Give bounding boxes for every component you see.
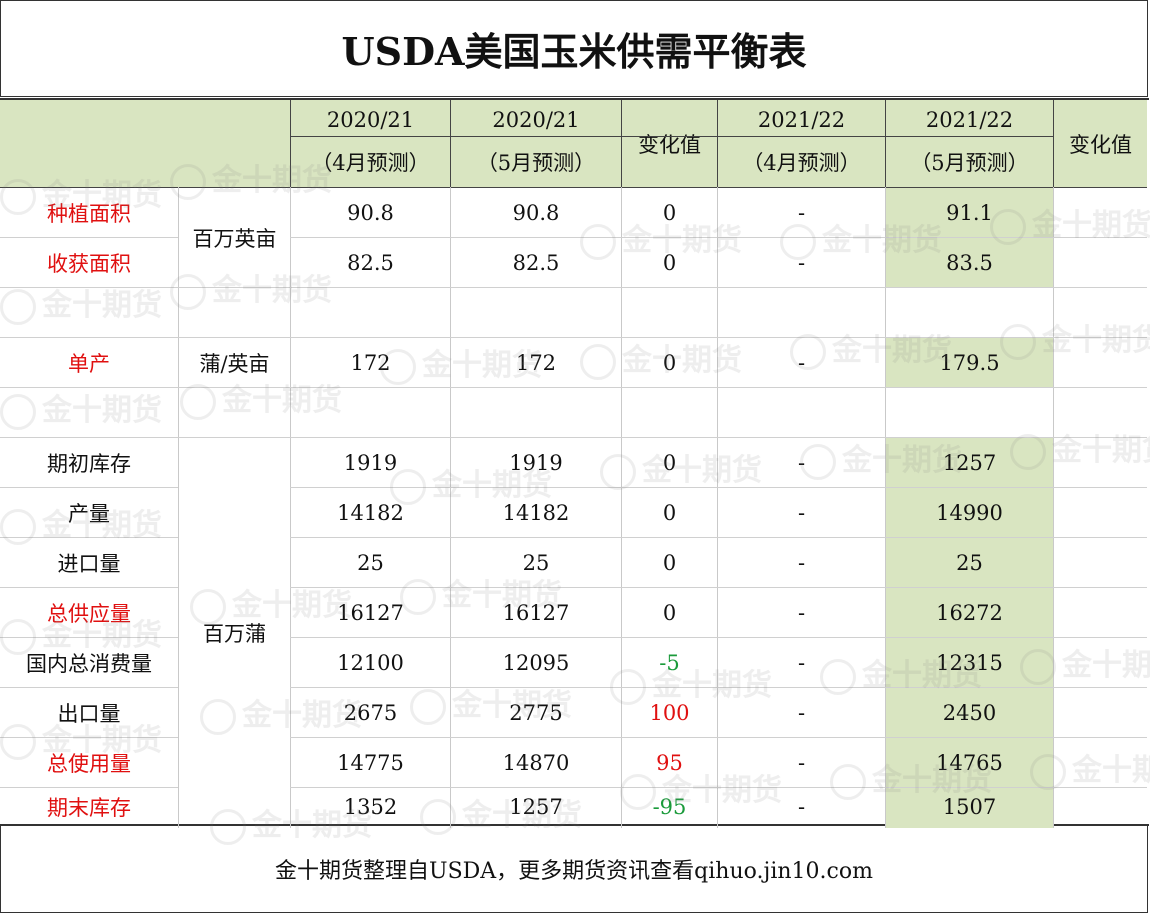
header-col5-year: 2021/22 <box>925 108 1014 132</box>
row-label-imports: 进口量 <box>57 551 121 576</box>
table-cell: 172 <box>350 350 391 375</box>
change-cell: 0 <box>662 550 677 575</box>
table-cell: - <box>797 650 806 675</box>
table-cell: - <box>797 250 806 275</box>
change-cell: -95 <box>652 795 687 819</box>
header-change-2: 变化值 <box>1069 133 1132 157</box>
table-cell: 91.1 <box>946 200 993 225</box>
table-cell: 25 <box>522 550 550 575</box>
table-cell: - <box>797 600 806 625</box>
table-cell: - <box>797 700 806 725</box>
header-col2-year: 2020/21 <box>492 108 580 132</box>
table-cell: - <box>797 500 806 525</box>
header-row <box>0 100 1147 187</box>
row-label-total-supply: 总供应量 <box>47 601 131 626</box>
row-label-beginning-stocks: 期初库存 <box>47 451 131 476</box>
row-label-domestic-use: 国内总消费量 <box>26 651 152 676</box>
table-cell: 1919 <box>343 450 398 475</box>
table-cell: 14182 <box>337 500 404 525</box>
unit-volume: 百万蒲 <box>203 622 266 646</box>
table-cell: 25 <box>956 550 983 575</box>
footer-text: 金十期货整理自USDA，更多期货资讯查看qihuo.jin10.com <box>275 859 873 884</box>
row-label-total-use: 总使用量 <box>47 751 131 776</box>
table-cell: 12315 <box>936 650 1003 675</box>
table-cell: 16272 <box>936 600 1003 625</box>
table-cell: 14870 <box>502 750 570 775</box>
balance-table: 2020/21 （4月预测） 2020/21 （5月预测） 变化值 2021/2… <box>0 98 1150 845</box>
table-cell: - <box>797 350 806 375</box>
row-label-planted-area: 种植面积 <box>47 201 131 226</box>
table-cell: - <box>797 795 806 819</box>
highlight-volume-block <box>886 437 1053 828</box>
change-cell: 0 <box>662 200 677 225</box>
table-cell: 12095 <box>502 650 570 675</box>
table-cell: 90.8 <box>347 200 394 225</box>
header-col1-forecast: （4月预测） <box>311 151 430 175</box>
table-cell: 2675 <box>343 700 398 725</box>
row-label-exports: 出口量 <box>57 701 121 726</box>
unit-area: 百万英亩 <box>192 226 277 251</box>
row-label-yield: 单产 <box>68 351 110 376</box>
change-cell: 0 <box>662 450 677 475</box>
table-cell: - <box>797 550 806 575</box>
change-cell: 100 <box>649 700 690 725</box>
page-title: USDA美国玉米供需平衡表 <box>341 29 807 74</box>
table-cell: - <box>797 200 806 225</box>
table-cell: - <box>797 750 806 775</box>
table-cell: 16127 <box>502 600 570 625</box>
table-cell: 83.5 <box>946 250 993 275</box>
header-col2-forecast: （5月预测） <box>476 151 596 175</box>
table-cell: 25 <box>357 550 384 575</box>
table-cell: 82.5 <box>512 250 560 275</box>
table-cell: 179.5 <box>939 350 1000 375</box>
watermark-logo: 金十期货 <box>0 385 162 430</box>
row-label-harvested-area: 收获面积 <box>47 251 131 276</box>
table-cell: 82.5 <box>347 250 394 275</box>
table-cell: 1507 <box>942 795 997 819</box>
header-col4-forecast: （4月预测） <box>742 151 861 175</box>
table-cell: 14775 <box>337 750 404 775</box>
row-label-ending-stocks: 期末库存 <box>47 796 131 820</box>
row-label-production: 产量 <box>68 501 110 526</box>
footer-note: 金十期货整理自USDA，更多期货资讯查看qihuo.jin10.com <box>0 826 1148 913</box>
highlight-yield-block <box>886 337 1053 387</box>
table-cell: 1352 <box>343 795 398 819</box>
table-cell: 1257 <box>942 450 997 475</box>
table-cell: 172 <box>515 350 557 375</box>
change-cell: 0 <box>662 250 677 275</box>
table-cell: 12100 <box>337 650 404 675</box>
table-cell: 1257 <box>509 795 563 819</box>
table-cell: 2775 <box>509 700 563 725</box>
unit-yield: 蒲/英亩 <box>199 351 270 376</box>
table-cell: 2450 <box>942 700 997 725</box>
header-change-1: 变化值 <box>638 133 701 157</box>
table-cell: 90.8 <box>512 200 560 225</box>
header-col5-forecast: （5月预测） <box>910 151 1029 175</box>
header-col1-year: 2020/21 <box>326 108 415 132</box>
table-cell: 14765 <box>936 750 1003 775</box>
change-cell: 0 <box>662 350 677 375</box>
change-cell: 0 <box>662 600 677 625</box>
table-cell: 1919 <box>509 450 563 475</box>
title-banner: USDA美国玉米供需平衡表 <box>0 0 1148 97</box>
table-cell: 16127 <box>337 600 404 625</box>
table-cell: - <box>797 450 806 475</box>
header-col4-year: 2021/22 <box>757 108 846 132</box>
change-cell: 95 <box>656 750 683 775</box>
change-cell: 0 <box>662 500 677 525</box>
table-cell: 14990 <box>936 500 1003 525</box>
table-cell: 14182 <box>502 500 570 525</box>
change-cell: -5 <box>659 650 680 675</box>
